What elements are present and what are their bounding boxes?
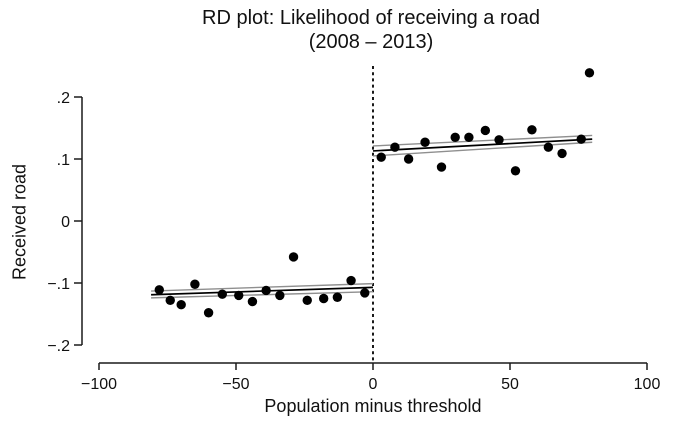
data-point <box>450 132 460 142</box>
y-tick-label: −.1 <box>47 276 70 293</box>
data-point <box>510 166 521 176</box>
data-point <box>190 279 200 289</box>
y-tick-label: .2 <box>57 90 70 107</box>
data-point <box>390 142 400 152</box>
chart-title-line2: (2008 – 2013) <box>308 31 434 53</box>
data-point <box>576 134 586 144</box>
data-point <box>288 252 299 262</box>
chart-title-line1: RD plot: Likelihood of receiving a road <box>202 7 540 29</box>
data-point <box>480 125 491 136</box>
data-point <box>584 68 595 78</box>
data-point <box>436 162 447 172</box>
data-point <box>346 275 356 286</box>
x-tick-label: −50 <box>222 376 249 393</box>
x-axis-title: Population minus threshold <box>264 396 482 416</box>
data-point <box>176 300 186 310</box>
data-point <box>217 289 227 299</box>
data-point <box>332 292 343 302</box>
ci-right-lower <box>372 141 593 157</box>
data-point <box>360 288 370 298</box>
x-tick-label: 50 <box>501 376 519 393</box>
chart-title: RD plot: Likelihood of receiving a road … <box>202 6 540 54</box>
y-tick-label: 0 <box>61 214 70 231</box>
data-point <box>302 295 312 306</box>
x-tick-label: 0 <box>369 376 378 393</box>
ci-left-upper <box>151 282 374 292</box>
data-point <box>165 295 175 306</box>
data-point <box>261 285 271 296</box>
data-point <box>203 308 214 318</box>
data-point <box>527 125 537 135</box>
y-tick-label: −.2 <box>47 338 70 355</box>
data-point <box>543 142 554 152</box>
y-axis-title: Received road <box>9 163 30 281</box>
y-tick-label: .1 <box>57 152 70 169</box>
data-point <box>557 148 567 159</box>
data-point <box>318 293 329 304</box>
data-point <box>494 135 504 145</box>
data-point <box>154 285 164 295</box>
x-tick-label: −100 <box>81 376 117 393</box>
data-point <box>403 154 414 164</box>
data-point <box>247 296 258 307</box>
ci-right-upper <box>372 134 593 147</box>
x-tick-label: 100 <box>634 376 661 393</box>
fit-right <box>372 138 593 152</box>
data-point <box>420 137 430 147</box>
data-point <box>464 132 474 142</box>
data-point <box>275 290 285 301</box>
ci-left-lower <box>151 290 374 299</box>
data-point <box>234 290 244 301</box>
data-point <box>376 152 386 162</box>
